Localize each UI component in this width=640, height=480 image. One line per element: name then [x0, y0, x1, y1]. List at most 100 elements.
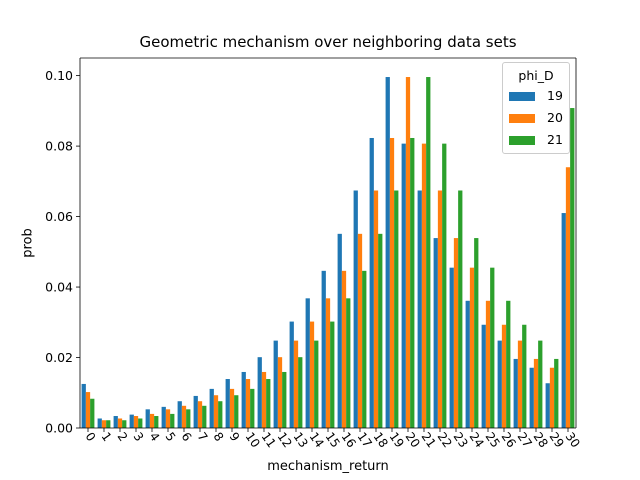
bar-19-4	[145, 409, 150, 428]
bar-19-6	[177, 401, 182, 428]
x-tick-label-14: 14	[307, 430, 327, 451]
bar-21-22	[442, 143, 447, 428]
bar-20-18	[373, 190, 379, 428]
bar-19-0	[81, 383, 86, 428]
bar-20-29	[549, 367, 555, 428]
x-tick-label-7: 7	[195, 430, 211, 444]
bar-19-18	[369, 137, 374, 428]
x-tick-label-3: 3	[131, 430, 147, 444]
bar-21-9	[234, 395, 239, 428]
bar-20-17	[357, 233, 363, 428]
y-tick-label-0.06: 0.06	[45, 209, 73, 224]
bar-19-13	[289, 321, 294, 428]
bar-20-7	[197, 401, 203, 428]
x-tick-label-27: 27	[515, 430, 535, 451]
x-tick-label-9: 9	[227, 430, 243, 444]
bar-20-10	[245, 379, 251, 428]
bar-19-15	[321, 270, 326, 428]
legend-label-21: 21	[547, 132, 563, 147]
bar-20-20	[405, 77, 411, 429]
x-tick-label-11: 11	[259, 430, 279, 451]
x-tick-label-10: 10	[243, 430, 263, 451]
legend-label-20: 20	[547, 110, 563, 125]
bar-19-7	[193, 395, 198, 428]
bar-20-16	[341, 270, 347, 428]
bar-19-16	[337, 233, 342, 428]
chart-title: Geometric mechanism over neighboring dat…	[139, 33, 517, 51]
x-tick-label-23: 23	[451, 430, 471, 451]
bar-21-16	[346, 298, 351, 428]
bar-20-3	[133, 416, 139, 428]
legend-title: phi_D	[518, 68, 554, 83]
bar-21-18	[378, 233, 383, 428]
bar-20-15	[325, 298, 331, 428]
bar-19-1	[97, 418, 102, 428]
bar-19-9	[225, 379, 230, 428]
bar-21-8	[218, 401, 223, 428]
bar-21-27	[522, 324, 527, 428]
x-tick-label-20: 20	[403, 430, 423, 451]
bar-21-3	[138, 418, 143, 428]
bar-19-2	[113, 416, 118, 428]
x-tick-label-4: 4	[147, 430, 163, 444]
legend-swatch-21	[509, 136, 535, 145]
bar-21-29	[554, 358, 559, 428]
x-axis-label: mechanism_return	[267, 459, 389, 474]
bar-20-25	[485, 300, 491, 428]
x-tick-label-24: 24	[467, 430, 487, 451]
bar-20-2	[117, 418, 123, 428]
x-tick-label-18: 18	[371, 430, 391, 451]
bar-21-19	[394, 190, 399, 428]
bar-20-28	[533, 358, 539, 428]
bar-20-22	[437, 190, 443, 428]
bar-21-13	[298, 357, 303, 428]
bar-20-24	[469, 267, 475, 428]
bar-21-2	[122, 420, 127, 428]
bar-21-5	[170, 413, 175, 428]
bar-21-25	[490, 267, 495, 428]
x-tick-label-29: 29	[547, 430, 567, 451]
bar-20-8	[213, 395, 219, 428]
x-tick-label-12: 12	[275, 430, 295, 451]
bar-20-21	[421, 143, 427, 428]
bar-20-30	[565, 167, 571, 428]
bar-20-23	[453, 238, 459, 428]
y-tick-label-0.02: 0.02	[45, 350, 73, 365]
y-tick-label-0.04: 0.04	[45, 280, 73, 295]
bar-20-1	[101, 420, 107, 428]
legend-label-19: 19	[547, 88, 563, 103]
x-tick-label-15: 15	[323, 430, 343, 451]
bar-21-0	[90, 398, 95, 428]
bar-21-15	[330, 321, 335, 428]
x-tick-label-21: 21	[419, 430, 439, 451]
bar-19-17	[353, 190, 358, 428]
x-tick-label-19: 19	[387, 430, 407, 451]
x-tick-label-8: 8	[211, 430, 227, 444]
y-axis-label: prob	[20, 228, 36, 258]
y-tick-label-0.10: 0.10	[45, 68, 73, 83]
bar-19-21	[417, 190, 422, 428]
bar-20-19	[389, 137, 395, 428]
x-tick-label-22: 22	[435, 430, 455, 451]
bar-19-19	[385, 77, 390, 429]
y-tick-label-0.00: 0.00	[45, 421, 73, 436]
bar-21-10	[250, 388, 255, 428]
bar-21-11	[266, 379, 271, 428]
bar-19-3	[129, 414, 134, 428]
x-tick-label-26: 26	[499, 430, 519, 451]
y-tick-label-0.08: 0.08	[45, 139, 73, 154]
bar-19-30	[561, 213, 566, 428]
x-tick-label-30: 30	[563, 430, 583, 451]
bar-19-24	[465, 300, 470, 428]
bar-19-11	[257, 357, 262, 428]
x-tick-label-2: 2	[115, 430, 131, 444]
bar-21-26	[506, 300, 511, 428]
bar-21-28	[538, 340, 543, 428]
bar-19-12	[273, 340, 278, 428]
bar-20-4	[149, 413, 155, 428]
bar-21-1	[106, 420, 111, 428]
bar-20-6	[181, 405, 187, 428]
bar-20-27	[517, 340, 523, 428]
bar-19-22	[433, 238, 438, 428]
bar-19-8	[209, 388, 214, 428]
